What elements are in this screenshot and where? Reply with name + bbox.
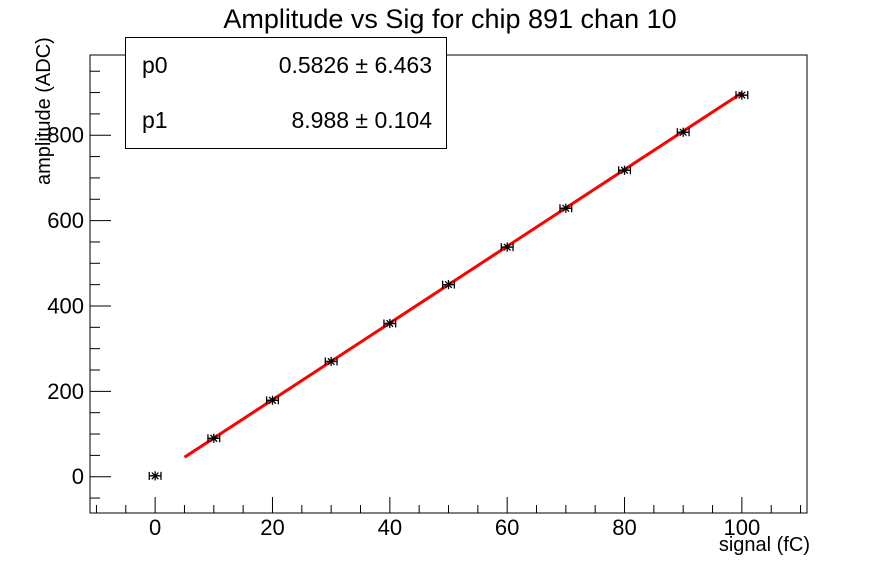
data-point-marker xyxy=(324,356,338,367)
marker-ray-d2 xyxy=(151,472,159,480)
stats-p1-value: 8.988 ± 0.104 xyxy=(291,107,432,133)
plot-generated-content: 0 20 40 60 80 100 0 200 400 600 800 xyxy=(47,54,808,540)
data-point-marker xyxy=(618,165,632,175)
x-tick-label: 60 xyxy=(495,515,519,540)
x-tick-label: 100 xyxy=(724,515,761,540)
y-tick-label: 200 xyxy=(47,379,84,404)
x-tick-label: 80 xyxy=(612,515,636,540)
x-tick-label: 20 xyxy=(260,515,284,540)
stats-p0-value: 0.5826 ± 6.463 xyxy=(278,52,432,78)
marker-ray-d2 xyxy=(503,243,511,251)
fit-stats-box: p0 0.5826 ± 6.463 p1 8.988 ± 0.104 xyxy=(125,37,447,149)
marker-ray-d2 xyxy=(210,434,218,443)
stats-row-p0: p0 0.5826 ± 6.463 xyxy=(126,38,446,93)
data-point-marker xyxy=(383,318,397,329)
y-tick-label: 400 xyxy=(47,293,84,318)
marker-ray-d2 xyxy=(386,319,394,328)
data-point-marker xyxy=(207,433,221,443)
data-point-marker xyxy=(265,395,279,405)
x-tick-label: 40 xyxy=(378,515,402,540)
marker-ray-d2 xyxy=(738,91,746,99)
marker-ray-d2 xyxy=(620,166,629,175)
data-point-marker xyxy=(441,280,456,290)
data-point-marker xyxy=(676,127,690,137)
stats-p1-label: p1 xyxy=(142,107,168,133)
marker-ray-d2 xyxy=(679,128,687,137)
marker-ray-d2 xyxy=(562,204,570,212)
data-point-marker xyxy=(559,203,573,213)
y-axis-title: amplitude (ADC) xyxy=(33,37,55,185)
fit-line xyxy=(183,91,743,459)
y-tick-label: 800 xyxy=(47,123,84,148)
data-point-marker xyxy=(500,242,514,252)
x-tick-label: 0 xyxy=(149,515,161,540)
data-point-marker xyxy=(148,471,162,481)
y-tick-label: 600 xyxy=(47,208,84,233)
chart-title: Amplitude vs Sig for chip 891 chan 10 xyxy=(223,4,677,34)
stats-row-p1: p1 8.988 ± 0.104 xyxy=(126,93,446,148)
data-point-marker xyxy=(735,90,749,100)
marker-ray-d2 xyxy=(444,280,453,289)
y-tick-label: 0 xyxy=(72,464,84,489)
marker-ray-d2 xyxy=(327,357,335,366)
marker-ray-d2 xyxy=(268,396,277,405)
x-axis-title: signal (fC) xyxy=(719,534,810,556)
stats-p0-label: p0 xyxy=(142,52,168,78)
